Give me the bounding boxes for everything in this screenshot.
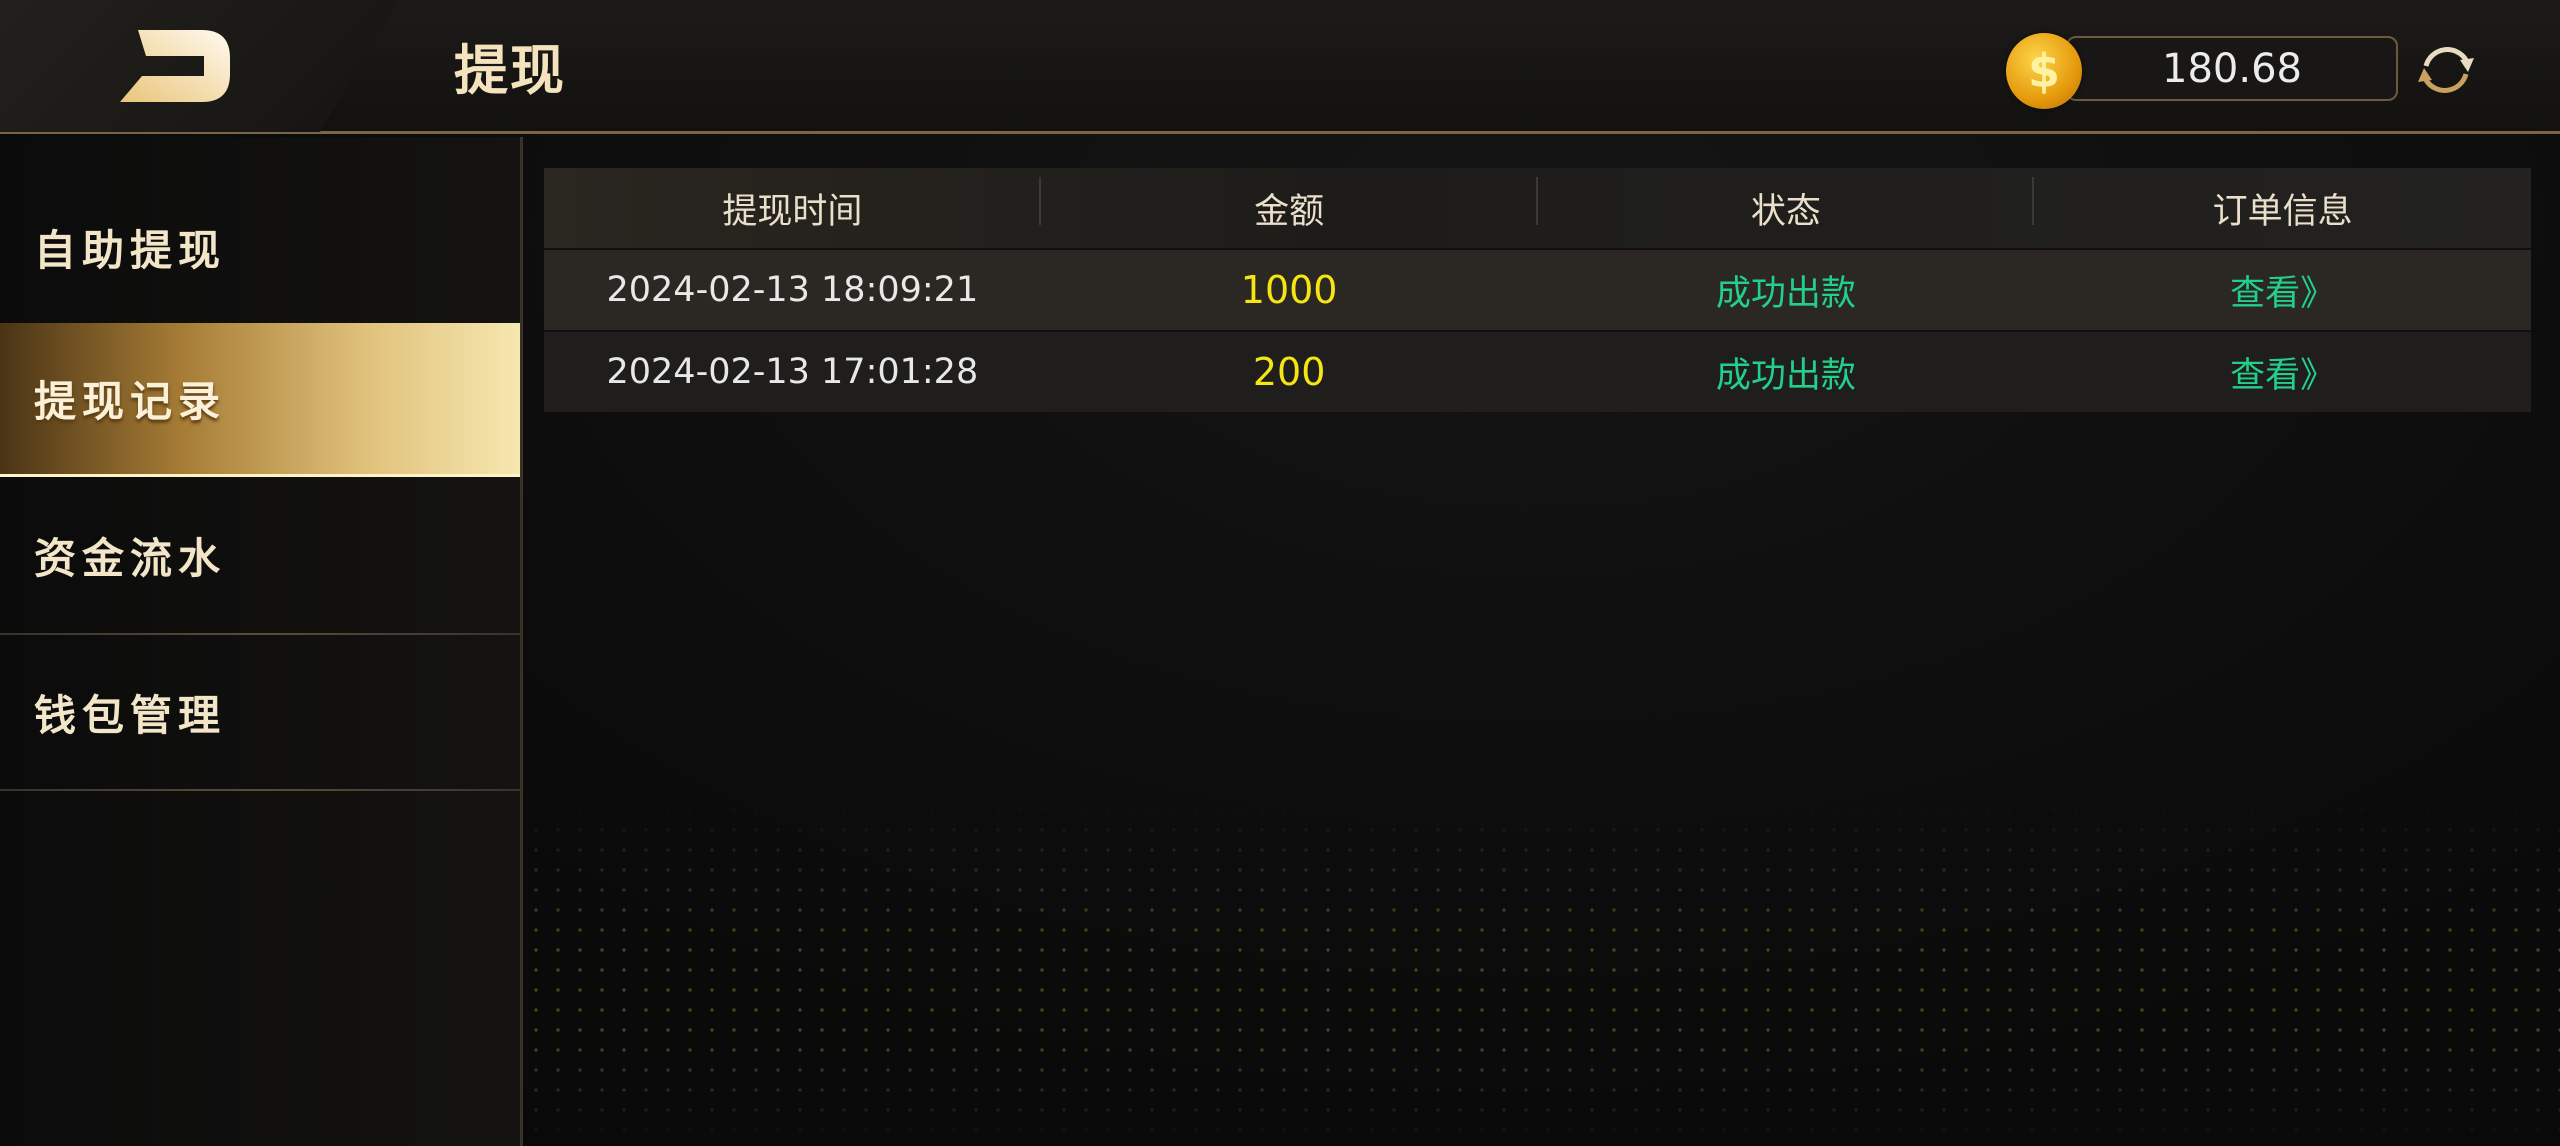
column-header-status: 状态	[1538, 176, 2035, 234]
coin-icon: $	[2006, 33, 2082, 109]
page-title: 提现	[454, 39, 566, 102]
sidebar-divider	[0, 633, 520, 635]
table-row: 2024-02-13 18:09:21 1000 成功出款 查看》	[544, 248, 2531, 330]
column-header-order-info: 订单信息	[2212, 191, 2353, 232]
back-logo-icon[interactable]	[120, 30, 230, 102]
header: 提现 180.68 $	[0, 0, 2560, 134]
cell-amount: 1000	[1240, 268, 1338, 312]
background-dots	[525, 800, 2560, 1146]
sidebar-divider	[0, 789, 520, 791]
sidebar: 自助提现 提现记录 资金流水 钱包管理	[0, 137, 523, 1146]
withdraw-records-table: 提现时间 金额 状态 订单信息 2024-02-13 18:09:21 1000…	[544, 168, 2531, 412]
refresh-icon[interactable]	[2412, 36, 2480, 104]
cell-status: 成功出款	[1715, 273, 1856, 314]
sidebar-item-fund-flow[interactable]: 资金流水	[33, 533, 226, 583]
column-header-time: 提现时间	[544, 176, 1041, 234]
cell-amount: 200	[1252, 350, 1326, 394]
balance-display: 180.68	[2066, 36, 2398, 101]
cell-status: 成功出款	[1715, 355, 1856, 396]
table-header: 提现时间 金额 状态 订单信息	[544, 168, 2531, 248]
coin-symbol: $	[2027, 44, 2060, 98]
view-order-link[interactable]: 查看》	[2230, 273, 2336, 314]
sidebar-item-wallet-management[interactable]: 钱包管理	[33, 690, 226, 740]
view-order-link[interactable]: 查看》	[2230, 355, 2336, 396]
column-header-amount: 金额	[1041, 176, 1538, 234]
table-row: 2024-02-13 17:01:28 200 成功出款 查看》	[544, 330, 2531, 412]
sidebar-item-self-withdraw[interactable]: 自助提现	[33, 225, 226, 275]
cell-time: 2024-02-13 18:09:21	[606, 270, 979, 310]
cell-time: 2024-02-13 17:01:28	[606, 352, 979, 392]
sidebar-item-withdraw-records[interactable]: 提现记录	[0, 323, 520, 477]
balance-value: 180.68	[2162, 45, 2302, 92]
